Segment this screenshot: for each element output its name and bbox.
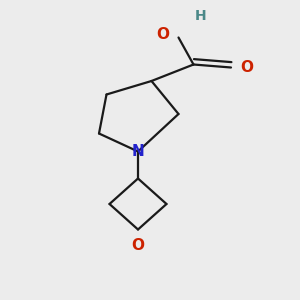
Text: N: N [132,144,144,159]
Text: O: O [157,27,169,42]
Text: O: O [240,60,253,75]
Text: H: H [195,10,207,23]
Text: O: O [131,238,145,253]
